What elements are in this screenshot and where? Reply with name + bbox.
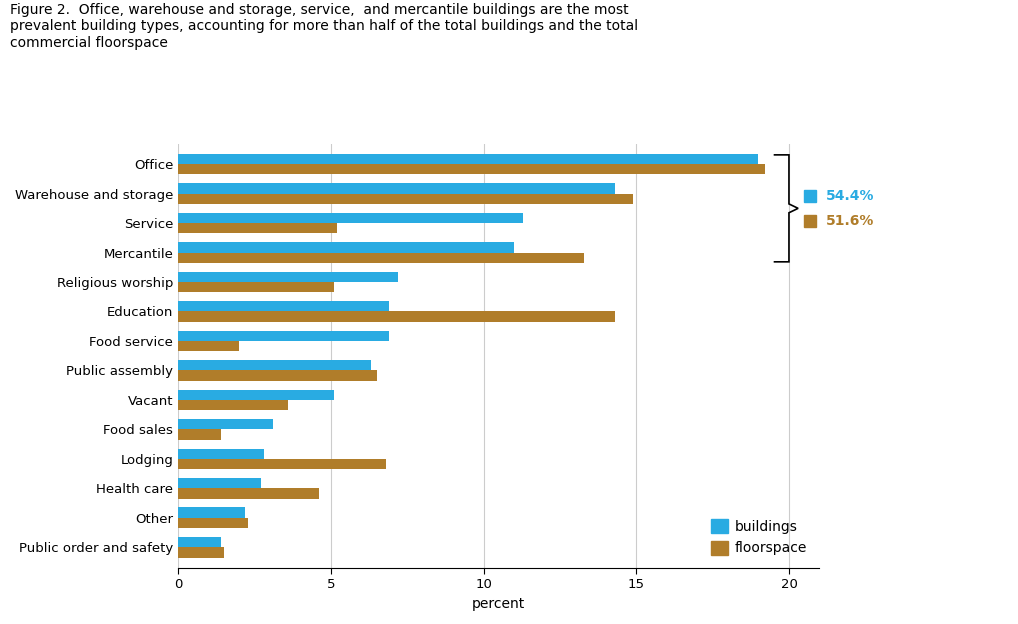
Bar xyxy=(178,360,371,371)
Bar xyxy=(178,341,239,351)
Bar xyxy=(178,389,334,400)
Bar xyxy=(178,419,273,429)
Bar xyxy=(178,371,377,381)
Text: 51.6%: 51.6% xyxy=(826,214,874,228)
Bar xyxy=(178,488,319,499)
Bar xyxy=(178,253,584,263)
Bar xyxy=(178,301,389,311)
Bar xyxy=(178,282,334,292)
Bar xyxy=(178,449,264,459)
Bar xyxy=(178,478,261,488)
Bar xyxy=(178,537,221,547)
Bar xyxy=(178,311,615,322)
Bar xyxy=(178,400,288,410)
Bar xyxy=(178,459,386,469)
Bar xyxy=(178,507,245,518)
Bar xyxy=(178,271,398,282)
X-axis label: percent: percent xyxy=(472,597,525,611)
Legend: buildings, floorspace: buildings, floorspace xyxy=(705,513,812,561)
Text: Figure 2.  Office, warehouse and storage, service,  and mercantile buildings are: Figure 2. Office, warehouse and storage,… xyxy=(10,3,638,49)
Bar xyxy=(178,242,514,253)
Bar xyxy=(178,183,615,193)
Bar xyxy=(178,223,337,233)
Bar xyxy=(178,547,224,557)
Bar xyxy=(178,518,248,528)
Bar xyxy=(178,331,389,341)
Bar xyxy=(178,154,758,164)
Bar xyxy=(178,429,221,440)
Bar xyxy=(178,213,523,223)
Text: 54.4%: 54.4% xyxy=(826,189,874,203)
Bar xyxy=(178,164,765,175)
Bar xyxy=(178,193,633,204)
